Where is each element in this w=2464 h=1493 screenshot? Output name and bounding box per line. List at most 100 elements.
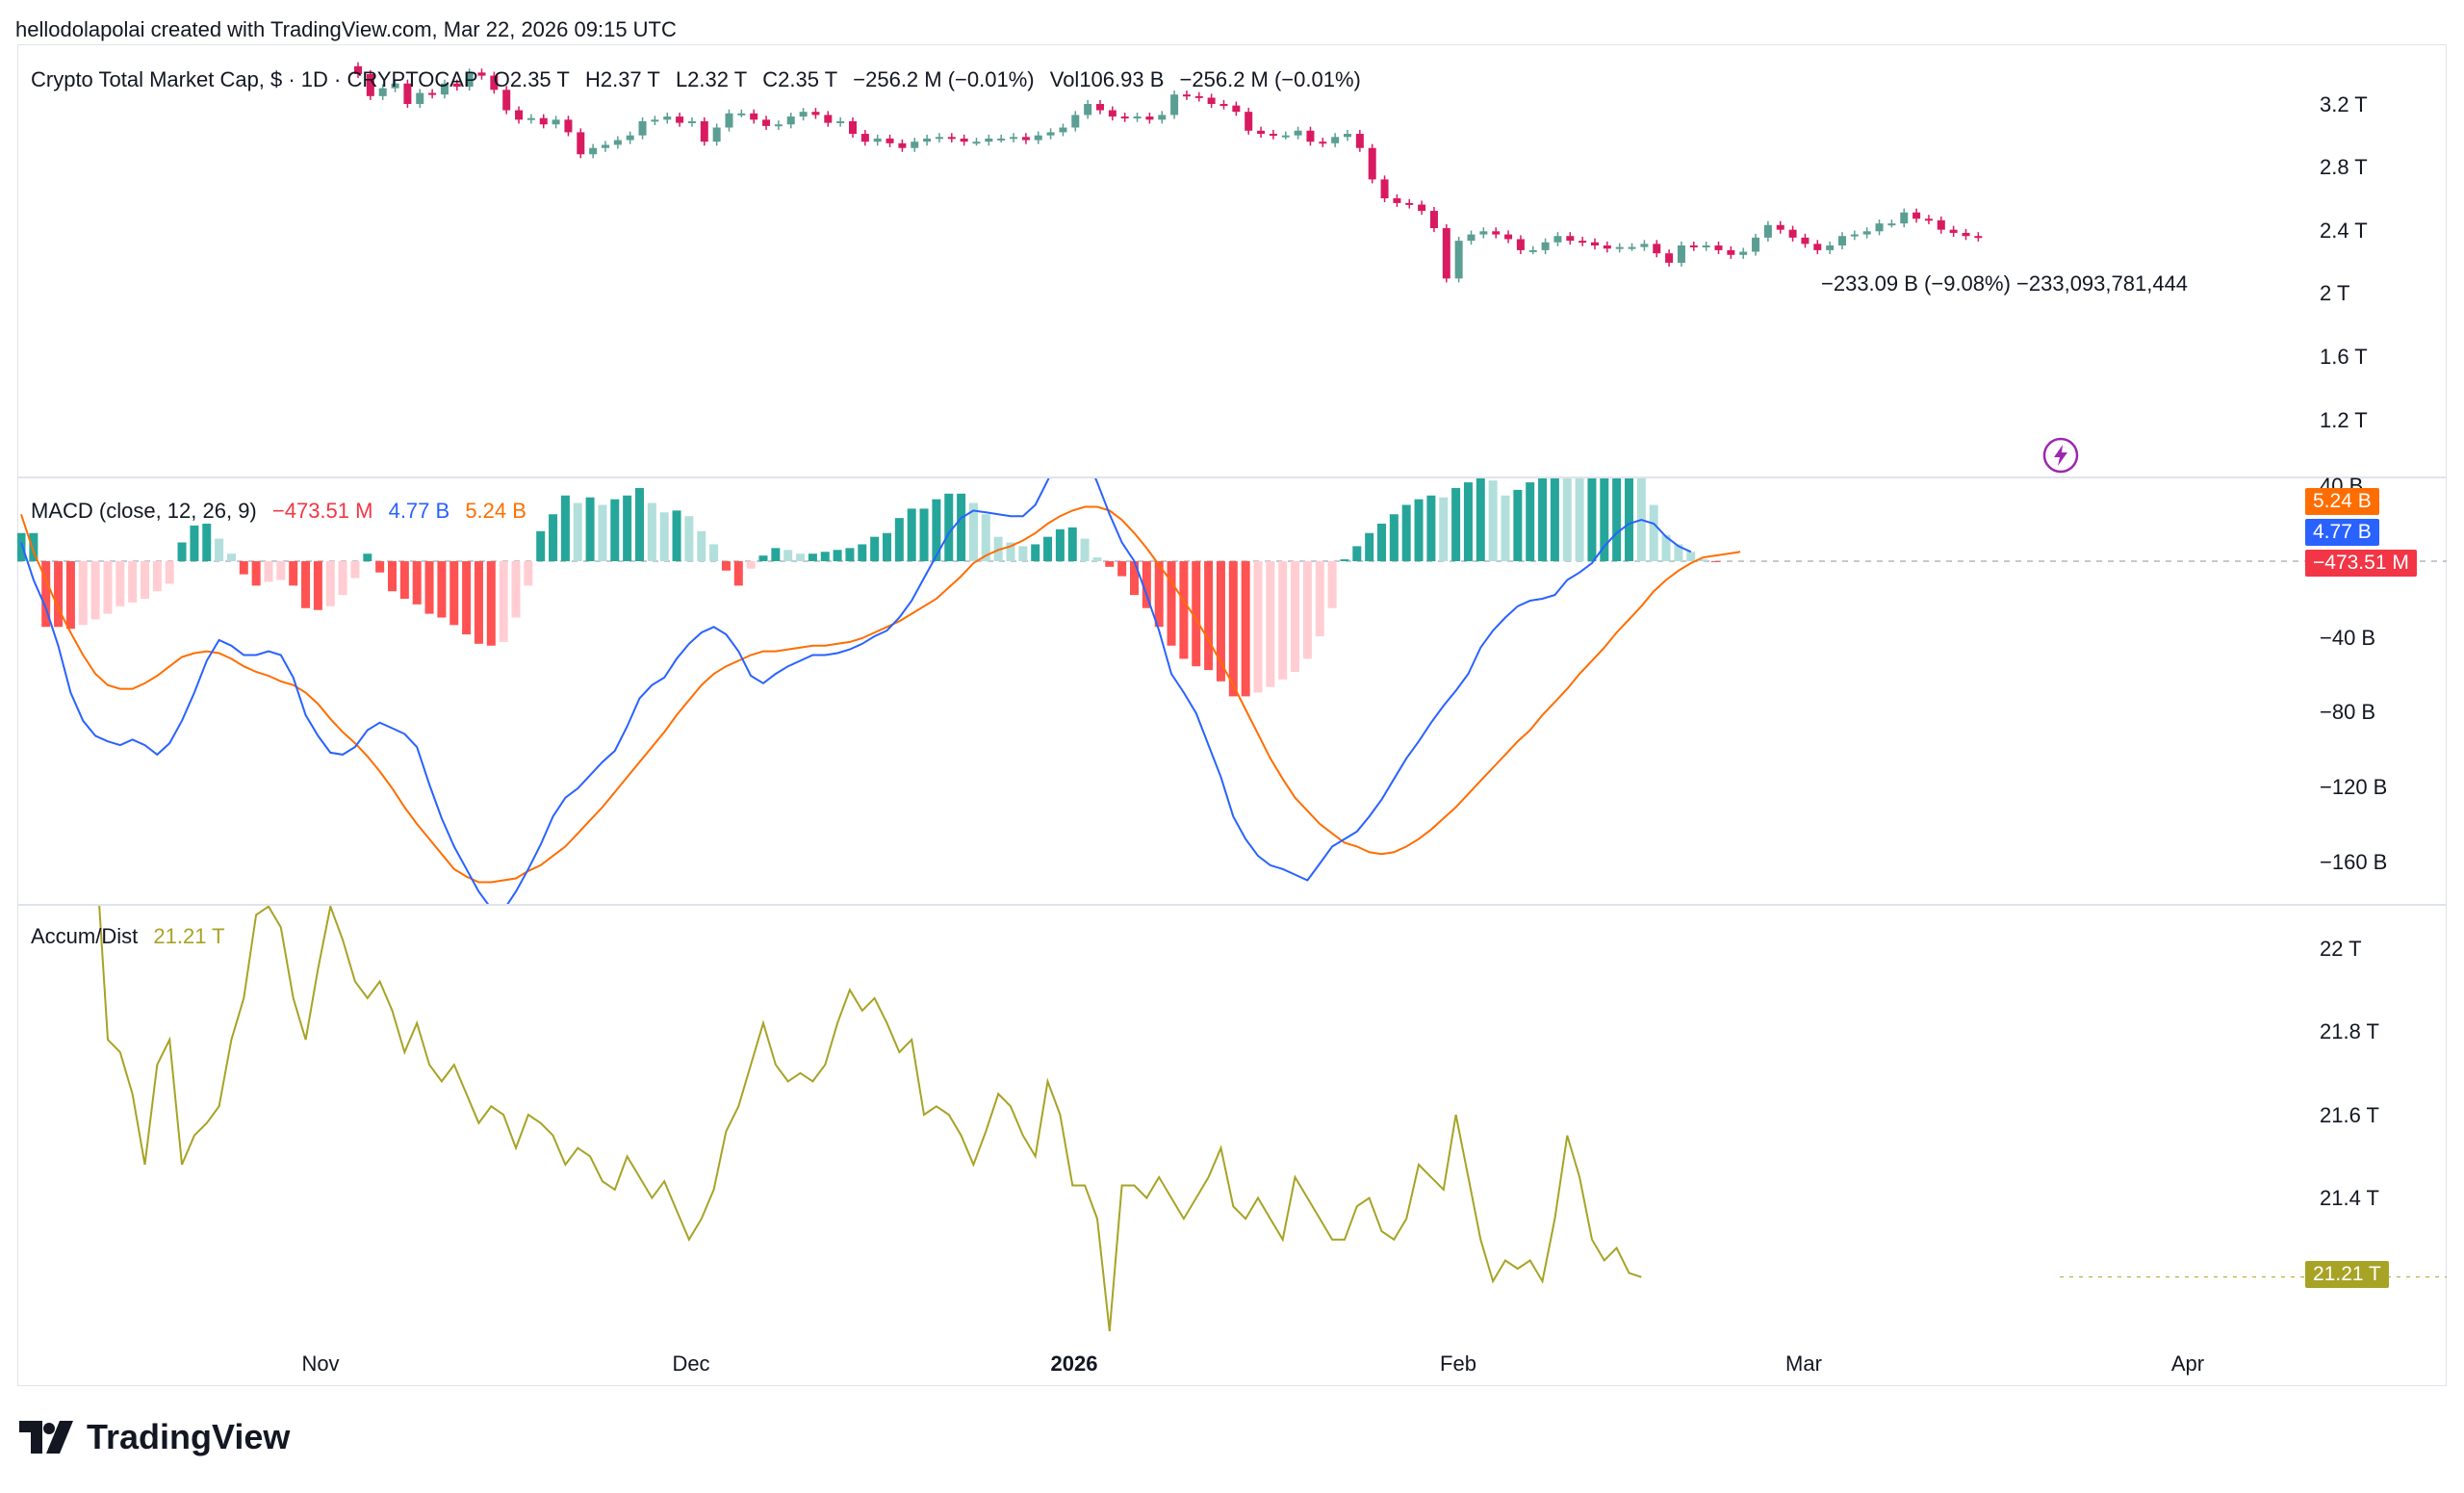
price-legend[interactable]: Crypto Total Market Cap, $ · 1D · CRYPTO…: [31, 67, 1371, 92]
candle-body: [1096, 104, 1104, 111]
candle-body: [762, 119, 771, 126]
macd-hist-bar: [932, 499, 941, 561]
macd-hist-bar: [474, 561, 483, 644]
macd-hist-bar: [672, 510, 681, 561]
macd-hist-bar: [1167, 561, 1176, 646]
x-axis-label: Dec: [672, 1351, 710, 1376]
candle-body: [1380, 179, 1389, 198]
macd-hist-bar: [1463, 482, 1473, 561]
candle-body: [911, 142, 919, 148]
candle-body: [1702, 245, 1710, 247]
macd-hist-bar: [684, 516, 694, 561]
chart-caption: hellodolapolai created with TradingView.…: [15, 17, 677, 41]
candle-body: [836, 120, 845, 123]
brand-name: TradingView: [87, 1417, 291, 1456]
candle-body: [589, 147, 598, 155]
macd-hist-bar: [1488, 480, 1498, 561]
macd-hist-bar: [350, 561, 360, 579]
macd-hist-value: −473.51 M: [271, 499, 373, 523]
macd-hist-bar: [276, 561, 286, 580]
macd-hist-bar: [1612, 478, 1622, 561]
macd-hist-bar: [858, 544, 867, 561]
macd-hist-bar: [1315, 561, 1324, 636]
macd-hist-bar: [883, 532, 891, 561]
price-axis-label: 2.8 T: [2320, 155, 2368, 179]
candle-body: [1677, 245, 1685, 263]
macd-hist-bar: [41, 561, 51, 628]
candle-body: [1021, 137, 1030, 141]
ad-legend[interactable]: Accum/Dist 21.21 T: [31, 924, 235, 949]
macd-hist-bar: [1291, 561, 1300, 673]
candle-body: [526, 117, 535, 120]
candle-body: [898, 142, 907, 148]
macd-hist-bar: [1451, 487, 1461, 561]
macd-hist-bar: [1389, 514, 1399, 561]
macd-hist-bar: [536, 530, 546, 561]
candle-body: [1752, 237, 1760, 252]
candle-body: [1887, 223, 1896, 226]
candle-body: [1257, 130, 1266, 135]
close-value: C2.35 T: [762, 67, 838, 91]
candle-body: [1269, 134, 1277, 137]
candle-body: [1331, 137, 1340, 143]
macd-hist-bar: [1067, 527, 1077, 561]
candle-body: [1120, 116, 1129, 119]
candle-body: [1492, 231, 1501, 235]
candle-body: [577, 132, 585, 155]
candle-body: [1900, 212, 1909, 224]
macd-hist-bar: [721, 561, 731, 571]
macd-hist-bar: [313, 561, 322, 610]
macd-hist-bar: [1674, 544, 1683, 561]
macd-hist-bar: [1055, 528, 1065, 561]
macd-hist-bar: [1625, 478, 1633, 561]
candle-body: [1974, 236, 1983, 239]
macd-hist-bar: [1414, 499, 1424, 561]
macd-hist-bar: [1117, 561, 1127, 577]
candle-body: [1553, 236, 1562, 243]
candle-body: [1949, 229, 1958, 233]
macd-hist-bar: [54, 561, 64, 628]
macd-hist-bar: [215, 538, 224, 561]
x-axis-label: Mar: [1785, 1351, 1822, 1376]
candle-body: [1207, 97, 1216, 104]
candle-body: [1281, 135, 1290, 138]
macd-hist-bar: [251, 561, 261, 586]
macd-hist-bar: [598, 504, 607, 561]
candle-body: [490, 75, 499, 90]
candle-body: [440, 83, 449, 95]
candle-body: [1640, 244, 1649, 247]
candle-body: [1194, 95, 1203, 98]
macd-hist-bar: [239, 561, 248, 575]
pane-separators: [17, 476, 2447, 906]
macd-hist-bar: [647, 502, 656, 561]
macd-hist-bar: [29, 532, 38, 561]
candle-body: [1763, 224, 1772, 238]
macd-hist-bar: [1179, 561, 1189, 659]
candle-body: [774, 124, 783, 127]
macd-hist-bar: [190, 525, 199, 561]
flash-icon[interactable]: [2041, 436, 2080, 475]
macd-hist-bar: [1142, 561, 1151, 608]
candle-body: [1504, 234, 1513, 240]
tradingview-logo[interactable]: TradingView: [19, 1417, 290, 1457]
candle-body: [700, 120, 708, 142]
candle-body: [1306, 130, 1315, 142]
volume-change-value: −256.2 M (−0.01%): [1179, 67, 1361, 91]
macd-hist-bar: [1266, 561, 1275, 687]
macd-hist-bar: [202, 524, 212, 561]
macd-hist-bar: [1006, 542, 1015, 561]
macd-hist-bar: [1526, 482, 1535, 561]
macd-hist-bar: [808, 553, 817, 561]
macd-hist-bar: [1562, 478, 1572, 561]
hist-price-tag: −473.51 M: [2305, 550, 2417, 577]
macd-hist-bar: [549, 514, 558, 561]
candle-body: [997, 138, 1006, 141]
candle-body: [1665, 253, 1674, 263]
macd-legend[interactable]: MACD (close, 12, 26, 9) −473.51 M 4.77 B…: [31, 499, 536, 524]
macd-hist-bar: [1401, 504, 1411, 561]
macd-hist-bar: [1043, 536, 1053, 561]
macd-hist-bar: [128, 561, 138, 603]
candle-body: [1232, 105, 1241, 113]
candle-body: [1418, 204, 1426, 212]
